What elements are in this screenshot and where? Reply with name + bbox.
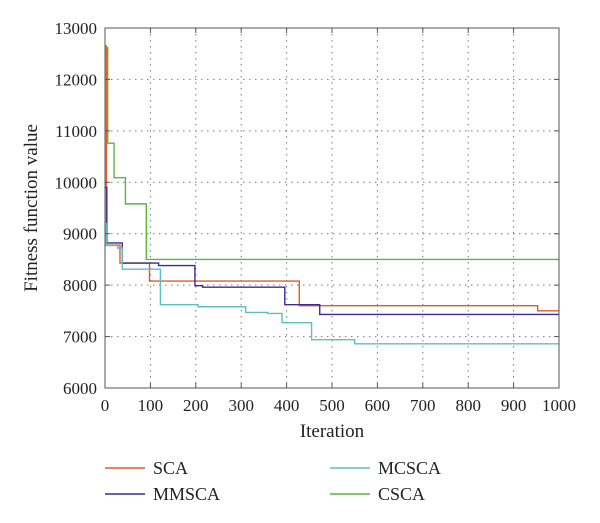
series-lines [105, 45, 559, 345]
x-tick-label: 1000 [542, 396, 576, 415]
legend-label-csca: CSCA [378, 484, 425, 504]
x-tick-label: 100 [138, 396, 164, 415]
x-tick-label: 300 [228, 396, 254, 415]
x-tick-label: 900 [501, 396, 527, 415]
legend-label-mcsca: MCSCA [378, 458, 441, 478]
legend: SCA MMSCA MCSCA CSCA [105, 458, 441, 504]
y-tick-label: 11000 [55, 122, 97, 141]
series-line-csca [105, 45, 559, 261]
y-tick-label: 9000 [63, 225, 97, 244]
y-tick-label: 10000 [55, 173, 98, 192]
x-tick-label: 0 [101, 396, 110, 415]
y-tick-label: 8000 [63, 276, 97, 295]
x-tick-label: 800 [455, 396, 481, 415]
x-tick-label: 700 [410, 396, 436, 415]
y-tick-label: 7000 [63, 328, 97, 347]
axis-ticks: 0 100 200 300 400 500 600 700 800 900 1000 6000 7000… [55, 19, 577, 415]
series-line-mcsca [105, 222, 559, 345]
x-tick-label: 500 [319, 396, 345, 415]
series-line-mmsca [105, 186, 559, 316]
y-tick-label: 13000 [55, 19, 98, 38]
legend-label-sca: SCA [153, 458, 188, 478]
y-axis-title: Fitness function value [21, 124, 42, 292]
x-tick-label: 400 [274, 396, 300, 415]
y-tick-label: 12000 [55, 70, 98, 89]
x-tick-label: 200 [183, 396, 209, 415]
x-tick-label: 600 [365, 396, 391, 415]
grid-lines [105, 28, 559, 388]
x-axis-title: Iteration [300, 421, 365, 442]
y-tick-label: 6000 [63, 379, 97, 398]
legend-label-mmsca: MMSCA [153, 484, 220, 504]
